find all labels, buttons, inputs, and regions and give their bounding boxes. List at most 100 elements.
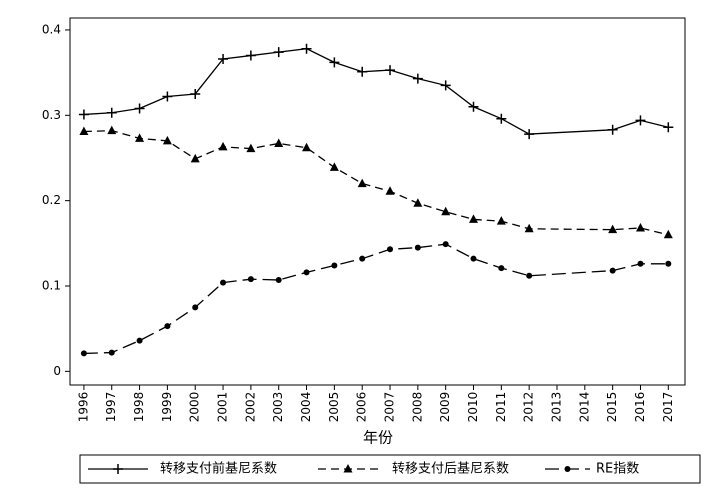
point-marker xyxy=(80,350,87,357)
point-marker xyxy=(608,224,618,234)
point-marker xyxy=(303,269,310,276)
x-tick-label: 2011 xyxy=(494,392,508,423)
point-marker xyxy=(412,73,423,84)
x-tick-label: 2006 xyxy=(355,392,369,423)
point-marker xyxy=(192,304,199,311)
point-marker xyxy=(301,43,312,54)
point-marker xyxy=(413,198,423,207)
point-marker xyxy=(414,244,421,251)
x-tick-label: 2017 xyxy=(661,392,675,423)
point-marker xyxy=(302,142,312,152)
legend-label: 转移支付前基尼系数 xyxy=(160,461,277,477)
legend-label: RE指数 xyxy=(596,462,639,477)
point-marker xyxy=(665,260,672,267)
point-marker xyxy=(331,262,338,269)
point-marker xyxy=(526,272,533,279)
point-marker xyxy=(273,47,284,58)
point-marker xyxy=(663,229,673,239)
point-marker xyxy=(108,349,115,356)
point-marker xyxy=(469,214,479,223)
point-marker xyxy=(274,138,284,147)
point-marker xyxy=(247,276,254,283)
series-line xyxy=(83,130,669,236)
point-marker xyxy=(387,246,394,253)
y-tick-label: 0.2 xyxy=(42,193,61,207)
x-tick-label: 2002 xyxy=(243,392,257,423)
legend-marker xyxy=(343,464,353,473)
x-tick-label: 1997 xyxy=(104,392,118,423)
point-marker xyxy=(246,143,256,153)
point-marker xyxy=(635,115,646,126)
point-marker xyxy=(440,80,451,91)
point-marker xyxy=(524,223,534,233)
x-tick-label: 2012 xyxy=(522,392,536,423)
legend-label: 转移支付后基尼系数 xyxy=(392,462,509,477)
point-marker xyxy=(162,91,173,102)
x-tick-label: 2007 xyxy=(383,392,397,423)
point-marker xyxy=(609,267,616,274)
point-marker xyxy=(79,126,89,136)
point-marker xyxy=(441,206,451,216)
point-marker xyxy=(107,125,117,135)
point-marker xyxy=(106,107,117,118)
x-tick-label: 2003 xyxy=(271,392,285,423)
x-tick-label: 2001 xyxy=(216,392,230,423)
point-marker xyxy=(135,133,145,142)
point-marker xyxy=(607,124,618,135)
point-marker xyxy=(635,222,645,232)
point-marker xyxy=(470,255,477,262)
x-tick-label: 2005 xyxy=(327,392,341,423)
point-marker xyxy=(190,153,200,163)
x-tick-label: 2000 xyxy=(188,392,202,423)
point-marker xyxy=(275,277,282,284)
series-line xyxy=(83,243,669,355)
point-marker xyxy=(359,255,366,262)
point-marker xyxy=(329,57,340,68)
point-marker xyxy=(496,113,507,124)
legend-marker xyxy=(113,464,123,474)
x-tick-label: 2013 xyxy=(549,392,563,423)
x-tick-label: 2010 xyxy=(466,392,480,423)
x-tick-label: 1998 xyxy=(132,392,146,423)
y-tick-label: 0 xyxy=(53,364,61,378)
point-marker xyxy=(245,50,256,61)
point-marker xyxy=(637,260,644,267)
x-axis-label: 年份 xyxy=(363,429,393,447)
point-marker xyxy=(164,323,171,330)
point-marker xyxy=(468,101,479,112)
point-marker xyxy=(218,53,229,64)
legend-box xyxy=(79,454,701,484)
point-marker xyxy=(496,216,506,225)
point-marker xyxy=(498,265,505,272)
x-tick-label: 2014 xyxy=(577,392,591,423)
point-marker xyxy=(357,66,368,77)
y-tick-label: 0.1 xyxy=(42,278,61,292)
point-marker xyxy=(385,186,395,195)
point-marker xyxy=(663,122,674,133)
point-marker xyxy=(162,135,172,145)
point-marker xyxy=(134,103,145,114)
legend-marker xyxy=(564,466,571,472)
point-marker xyxy=(218,141,228,151)
x-tick-label: 1996 xyxy=(76,392,90,423)
point-marker xyxy=(190,88,201,99)
point-marker xyxy=(329,162,339,171)
point-marker xyxy=(220,279,227,286)
point-marker xyxy=(136,337,143,344)
x-tick-label: 2015 xyxy=(605,392,619,423)
y-tick-label: 0.3 xyxy=(42,108,61,122)
x-tick-label: 2004 xyxy=(299,392,313,423)
point-marker xyxy=(442,241,449,248)
point-marker xyxy=(357,178,367,188)
x-tick-label: 2016 xyxy=(633,392,647,423)
series-line xyxy=(83,48,669,135)
point-marker xyxy=(385,65,396,76)
y-tick-label: 0.4 xyxy=(42,22,61,36)
x-tick-label: 1999 xyxy=(160,392,174,423)
x-tick-label: 2008 xyxy=(410,392,424,423)
plot-frame xyxy=(69,17,686,386)
point-marker xyxy=(524,129,535,140)
x-tick-label: 2009 xyxy=(438,392,452,423)
point-marker xyxy=(78,109,89,120)
